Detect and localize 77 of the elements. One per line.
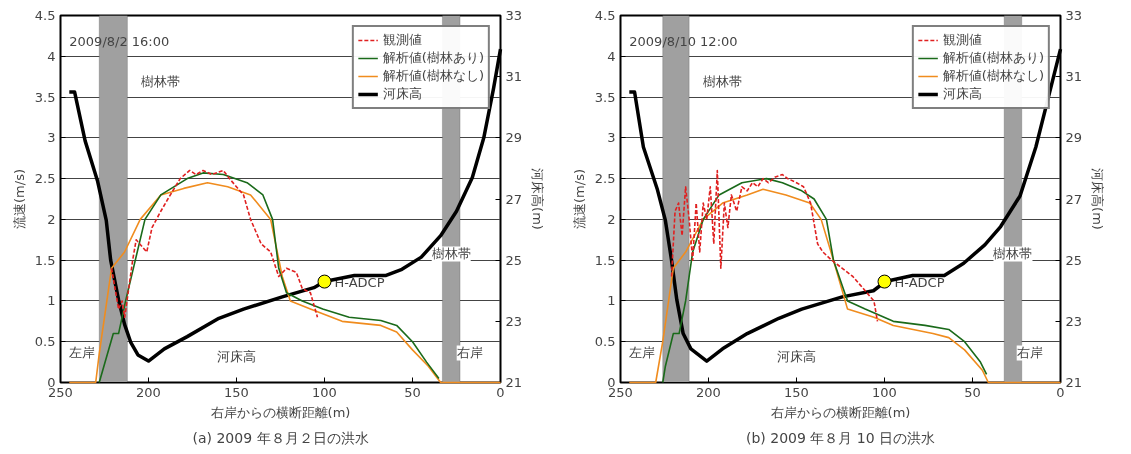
x-tick-label: 50 bbox=[404, 384, 421, 400]
y-tick-label: 2.5 bbox=[34, 171, 56, 187]
legend-label: 河床高 bbox=[382, 85, 422, 103]
y2-tick-label: 25 bbox=[1065, 252, 1083, 268]
legend-label: 解析値(樹林あり) bbox=[942, 49, 1044, 67]
annotation: 河床高 bbox=[217, 349, 256, 365]
legend-label: 河床高 bbox=[942, 85, 982, 103]
y-tick-label: 3 bbox=[47, 130, 56, 146]
y-tick-label: 0.5 bbox=[594, 334, 616, 350]
y2-tick-label: 31 bbox=[1065, 69, 1083, 85]
annotation: 2009/8/10 12:00 bbox=[629, 33, 738, 49]
annotation: 右岸 bbox=[1016, 345, 1043, 361]
y-axis-title: 流速(m/s) bbox=[11, 169, 27, 229]
x-tick-label: 200 bbox=[696, 384, 721, 400]
y2-tick-label: 33 bbox=[1065, 8, 1083, 23]
y-tick-label: 3 bbox=[607, 130, 616, 146]
x-tick-label: 150 bbox=[784, 384, 809, 400]
legend-label: 解析値(樹林なし) bbox=[942, 67, 1044, 85]
line-series bbox=[68, 181, 502, 384]
annotation: 2009/8/2 16:00 bbox=[69, 33, 170, 49]
band-label: 樹林帯 bbox=[141, 73, 181, 89]
x-axis-title: 右岸からの横断距離(m) bbox=[210, 404, 351, 420]
y2-tick-label: 27 bbox=[505, 191, 523, 207]
y-tick-label: 0.5 bbox=[34, 334, 56, 350]
y-tick-label: 4 bbox=[47, 48, 56, 64]
y-tick-label: 1 bbox=[607, 293, 616, 309]
annotation: 右岸 bbox=[456, 345, 483, 361]
legend-label: 解析値(樹林あり) bbox=[382, 49, 484, 67]
x-tick-label: 100 bbox=[872, 384, 897, 400]
y-tick-label: 1 bbox=[47, 293, 56, 309]
y2-tick-label: 29 bbox=[505, 130, 523, 146]
band-label: 樹林帯 bbox=[703, 73, 743, 89]
y-tick-label: 1.5 bbox=[34, 252, 56, 268]
x-tick-label: 100 bbox=[312, 384, 337, 400]
y-tick-label: 1.5 bbox=[594, 252, 616, 268]
x-tick-label: 0 bbox=[1056, 384, 1065, 400]
legend-label: 観測値 bbox=[942, 31, 982, 49]
annotation: 左岸 bbox=[69, 345, 96, 361]
y-tick-label: 3.5 bbox=[34, 89, 56, 105]
y-tick-label: 2 bbox=[607, 211, 616, 227]
legend-label: 解析値(樹林なし) bbox=[382, 67, 484, 85]
annotation: 河床高 bbox=[777, 349, 816, 365]
y-axis-title: 流速(m/s) bbox=[571, 169, 587, 229]
y2-tick-label: 21 bbox=[505, 375, 523, 390]
series-label: H-ADCP bbox=[334, 274, 385, 290]
y-tick-label: 2 bbox=[47, 211, 56, 227]
line-series bbox=[110, 169, 319, 319]
x-tick-label: 200 bbox=[136, 384, 161, 400]
y-tick-label: 4.5 bbox=[594, 8, 616, 23]
y2-tick-label: 33 bbox=[505, 8, 523, 23]
series-label: H-ADCP bbox=[894, 274, 945, 290]
y2-tick-label: 21 bbox=[1065, 375, 1083, 390]
y2-axis-title: 河床高(m) bbox=[1090, 168, 1106, 230]
y-tick-label: 3.5 bbox=[594, 89, 616, 105]
y2-tick-label: 25 bbox=[505, 252, 523, 268]
x-tick-label: 50 bbox=[964, 384, 981, 400]
text: (a) 2009 年８月２日の洪水 bbox=[192, 429, 369, 446]
y-tick-label: 4 bbox=[607, 48, 616, 64]
x-axis-title: 右岸からの横断距離(m) bbox=[770, 404, 911, 420]
legend-label: 観測値 bbox=[382, 31, 422, 49]
text: (b) 2009 年８月 10 日の洪水 bbox=[745, 429, 936, 446]
x-tick-label: 0 bbox=[496, 384, 505, 400]
x-tick-label: 150 bbox=[224, 384, 249, 400]
y-tick-label: 4.5 bbox=[34, 8, 56, 23]
band-label: 樹林帯 bbox=[431, 246, 471, 262]
y-tick-label: 2.5 bbox=[594, 171, 616, 187]
band-label: 樹林帯 bbox=[993, 246, 1033, 262]
y2-tick-label: 29 bbox=[1065, 130, 1083, 146]
y2-tick-label: 27 bbox=[1065, 191, 1083, 207]
y2-axis-title: 河床高(m) bbox=[530, 168, 546, 230]
line-series bbox=[661, 177, 988, 384]
line-series bbox=[628, 188, 1062, 384]
y2-tick-label: 31 bbox=[505, 69, 523, 85]
line-series bbox=[670, 169, 879, 323]
y2-tick-label: 23 bbox=[1065, 313, 1083, 329]
y2-tick-label: 23 bbox=[505, 313, 523, 329]
annotation: 左岸 bbox=[629, 345, 656, 361]
